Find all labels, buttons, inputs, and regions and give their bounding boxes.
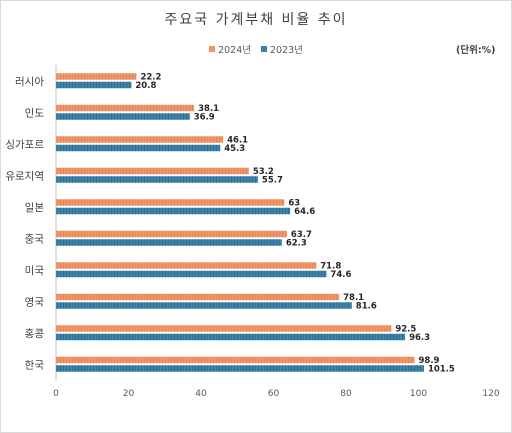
- bar-2023: [56, 113, 190, 120]
- bar-2024: [56, 325, 392, 332]
- bar-2023: [56, 302, 352, 309]
- x-tick-label: 120: [482, 389, 499, 399]
- bar-2024: [56, 293, 340, 301]
- data-label: 78.1: [343, 293, 364, 303]
- bar-2024: [56, 73, 137, 80]
- bar-2023: [56, 365, 424, 372]
- bar-2023: [56, 207, 291, 215]
- category-label: 인도: [25, 107, 45, 119]
- x-tick-label: 80: [340, 389, 352, 399]
- bar-2024: [56, 167, 249, 175]
- x-tick-label: 100: [410, 389, 427, 399]
- bar-2023: [56, 144, 221, 152]
- bar-2023: [56, 176, 258, 183]
- category-label: 싱가포르: [5, 139, 44, 151]
- data-label: 71.8: [320, 261, 341, 271]
- data-label: 62.3: [286, 238, 307, 248]
- data-label: 74.6: [330, 270, 351, 280]
- chart-title: 주요국 가계부채 비율 추이: [164, 12, 348, 28]
- x-tick-label: 0: [53, 389, 59, 399]
- legend-swatch-2024: [209, 46, 216, 52]
- unit-label: (단위:%): [456, 45, 496, 56]
- legend-item-2024: 2024년: [209, 42, 251, 56]
- category-label: 홍콩: [25, 327, 45, 340]
- bar-2024: [56, 356, 415, 364]
- chart-legend: 2024년 2023년: [0, 42, 512, 56]
- x-tick-label: 20: [123, 389, 135, 399]
- category-label: 유로지역: [5, 170, 44, 182]
- legend-swatch-2023: [261, 46, 267, 52]
- data-label: 96.3: [409, 333, 430, 343]
- data-label: 20.8: [135, 81, 156, 91]
- category-label: 러시아: [15, 76, 44, 88]
- bar-2023: [56, 239, 282, 246]
- category-label: 영국: [25, 296, 45, 308]
- bar-2024: [56, 199, 285, 206]
- data-label: 63.7: [291, 230, 312, 240]
- bar-2024: [56, 230, 287, 238]
- category-label: 중국: [25, 233, 45, 245]
- bar-2023: [56, 333, 406, 341]
- data-label: 92.5: [395, 324, 416, 334]
- bar-2023: [56, 81, 132, 89]
- x-tick-label: 40: [195, 389, 207, 399]
- data-label: 98.9: [419, 356, 440, 366]
- data-label: 36.9: [194, 112, 215, 122]
- data-label: 53.2: [253, 167, 274, 177]
- data-label: 55.7: [262, 175, 283, 185]
- bar-2024: [56, 136, 224, 143]
- data-label: 64.6: [294, 207, 315, 217]
- bar-2024: [56, 104, 195, 112]
- category-label: 미국: [25, 265, 45, 277]
- data-label: 45.3: [224, 144, 245, 154]
- data-label: 46.1: [227, 135, 248, 145]
- data-label: 81.6: [356, 301, 377, 311]
- legend-item-2023: 2023년: [261, 42, 303, 56]
- bar-2024: [56, 262, 317, 269]
- data-label: 38.1: [198, 104, 219, 114]
- x-tick-label: 60: [268, 389, 280, 399]
- data-label: 22.2: [140, 72, 161, 82]
- category-label: 일본: [25, 201, 45, 214]
- data-label: 63: [288, 198, 300, 208]
- category-label: 한국: [25, 359, 45, 371]
- bar-2023: [56, 270, 327, 278]
- legend-label-2023: 2023년: [270, 45, 303, 56]
- data-label: 101.5: [428, 364, 455, 374]
- legend-label-2024: 2024년: [218, 45, 251, 56]
